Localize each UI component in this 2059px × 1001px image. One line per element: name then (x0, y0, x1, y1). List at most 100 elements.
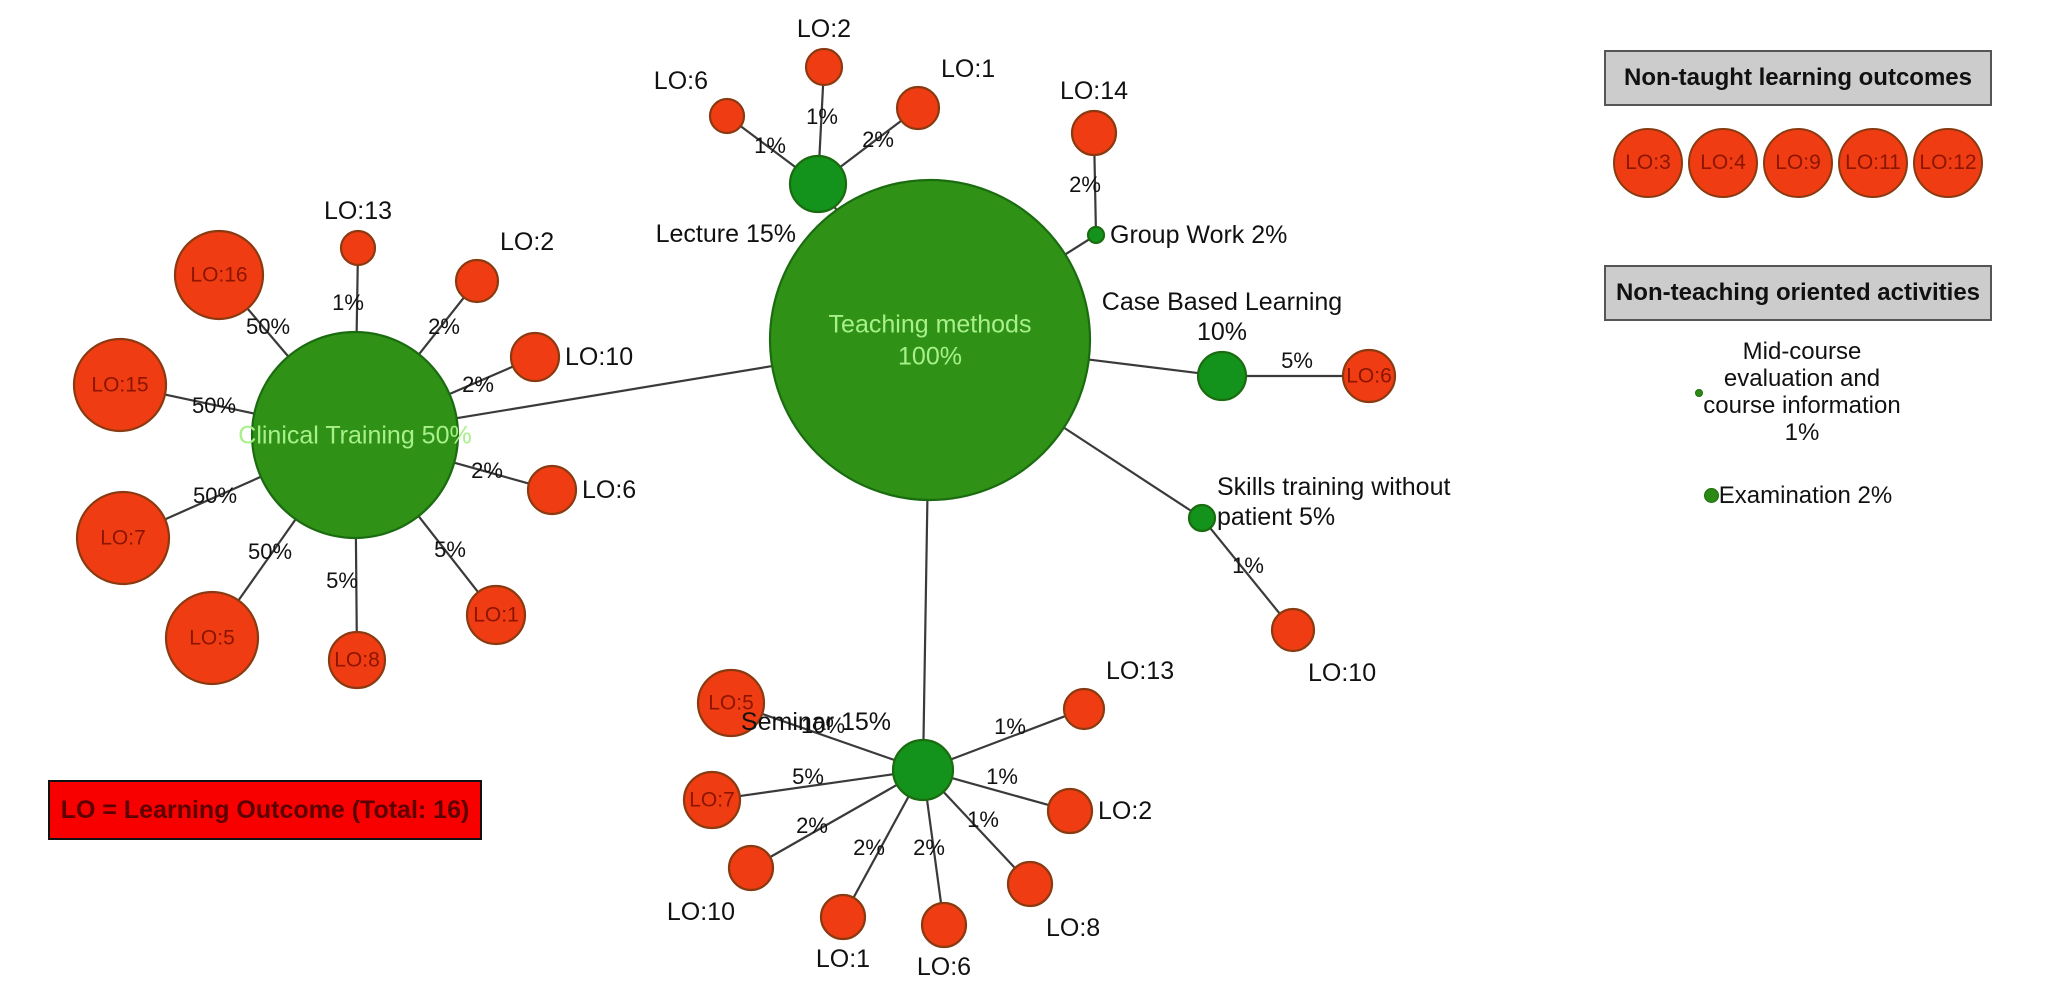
graph-node-ct_lo5[interactable] (164, 590, 260, 686)
graph-node-ct_lo15[interactable] (72, 337, 168, 433)
edge-label-clinical-ct_lo7: 50% (193, 483, 237, 508)
graph-edge (852, 795, 910, 899)
graph-edge (922, 499, 929, 741)
node-label-lecture: Lecture 15% (656, 220, 796, 248)
graph-node-lec_lo1[interactable] (895, 85, 941, 131)
graph-node-ct_lo7[interactable] (75, 490, 171, 586)
edge-label-clinical-ct_lo1: 5% (434, 537, 466, 562)
node-label-sem_lo8: LO:8 (1046, 914, 1100, 942)
edge-label-seminar-sem_lo2: 1% (986, 764, 1018, 789)
graph-edge (456, 364, 773, 420)
graph-edge (818, 84, 825, 157)
graph-node-sem_lo8[interactable] (1006, 860, 1054, 908)
node-label-skills_lo10: LO:10 (1308, 659, 1376, 687)
graph-edge (761, 712, 896, 762)
legend-non-teaching-title: Non-teaching oriented activities (1615, 279, 1981, 306)
graph-edge (951, 777, 1050, 807)
node-label-groupwork: Group Work 2% (1110, 221, 1287, 249)
graph-edge (1209, 527, 1281, 615)
non-teaching-activity-label: Mid-course evaluation and course informa… (1703, 338, 1901, 446)
node-label-cbl-line1: Case Based Learning (1102, 288, 1342, 316)
non-taught-lo-chip-label: LO:11 (1845, 151, 1901, 174)
node-label-teaching-line2: 100% (898, 343, 962, 371)
legend-non-teaching-activities: Non-teaching oriented activities Mid-cou… (1604, 265, 1992, 509)
node-label-skills-line1: Skills training without (1217, 473, 1450, 501)
graph-node-skills_lo10[interactable] (1270, 607, 1316, 653)
graph-node-sem_lo1[interactable] (819, 893, 867, 941)
graph-node-ct_lo16[interactable] (173, 229, 265, 321)
graph-node-seminar[interactable] (891, 738, 955, 802)
graph-node-ct_lo13[interactable] (339, 229, 377, 267)
non-taught-lo-chip-label: LO:4 (1700, 151, 1746, 174)
graph-node-cbl_lo6[interactable] (1341, 348, 1397, 404)
node-label-ct_lo2: LO:2 (500, 228, 554, 256)
edges-layer (164, 84, 1343, 904)
non-taught-lo-chip-label: LO:3 (1625, 151, 1671, 174)
nodes-layer (72, 47, 1397, 949)
graph-node-sem_lo5[interactable] (696, 668, 766, 738)
graph-node-groupwork[interactable] (1086, 225, 1106, 245)
legend-non-teaching-item-list: Mid-course evaluation and course informa… (1604, 338, 1992, 510)
edge-label-clinical-ct_lo8: 5% (326, 568, 358, 593)
node-label-sem_lo5: LO:5 (708, 692, 754, 715)
graph-node-skills[interactable] (1187, 503, 1217, 533)
non-taught-lo-chip[interactable]: LO:12 (1913, 128, 1983, 198)
non-taught-lo-chip-label: LO:12 (1919, 151, 1977, 174)
node-label-sem_lo7: LO:7 (689, 789, 735, 812)
node-label-cbl_lo6: LO:6 (1346, 365, 1392, 388)
graph-node-sem_lo7[interactable] (682, 770, 742, 830)
node-label-sem_lo1: LO:1 (816, 945, 870, 973)
edge-label-seminar-sem_lo8: 1% (967, 807, 999, 832)
node-label-sem_lo10: LO:10 (667, 898, 735, 926)
legend-non-teaching-header: Non-teaching oriented activities (1604, 265, 1992, 321)
graph-node-ct_lo2[interactable] (454, 258, 500, 304)
graph-edge (354, 537, 358, 633)
learning-outcome-key-text: LO = Learning Outcome (Total: 16) (60, 795, 470, 824)
graph-edge (449, 365, 514, 396)
edge-label-lecture-lec_lo1: 2% (862, 127, 894, 152)
edge-label-clinical-ct_lo16: 50% (246, 314, 290, 339)
non-teaching-activity-item: Mid-course evaluation and course informa… (1604, 338, 1992, 447)
non-taught-lo-chip[interactable]: LO:3 (1613, 128, 1683, 198)
node-label-ct_lo13: LO:13 (324, 197, 392, 225)
edge-label-clinical-ct_lo15: 50% (192, 393, 236, 418)
graph-edge (769, 783, 898, 859)
edge-label-seminar-sem_lo13: 1% (994, 714, 1026, 739)
graph-edge (1088, 358, 1199, 375)
node-label-ct_lo1: LO:1 (473, 604, 519, 627)
edge-label-seminar-sem_lo10: 2% (796, 813, 828, 838)
non-taught-lo-chip[interactable]: LO:4 (1688, 128, 1758, 198)
graph-node-gw_lo14[interactable] (1070, 109, 1118, 157)
graph-node-lec_lo6[interactable] (708, 97, 746, 135)
graph-node-ct_lo6[interactable] (526, 464, 578, 516)
activity-node-dot-icon[interactable] (1703, 488, 1719, 504)
graph-node-sem_lo10[interactable] (727, 844, 775, 892)
node-label-sem_lo6: LO:6 (917, 953, 971, 981)
graph-edge (925, 799, 943, 904)
graph-node-ct_lo1[interactable] (465, 584, 527, 646)
graph-node-cbl[interactable] (1196, 350, 1248, 402)
non-taught-lo-chip[interactable]: LO:11 (1838, 128, 1908, 198)
activity-node-dot-icon[interactable] (1695, 388, 1704, 397)
graph-node-lec_lo2[interactable] (804, 47, 844, 87)
node-label-lec_lo2: LO:2 (797, 15, 851, 43)
node-label-skills-line2: patient 5% (1217, 503, 1335, 531)
non-teaching-activity-item: Examination 2% (1604, 482, 1992, 510)
edge-label-clinical-ct_lo13: 1% (332, 290, 364, 315)
graph-node-ct_lo10[interactable] (509, 331, 561, 383)
graph-node-ct_lo8[interactable] (327, 630, 387, 690)
graph-node-lecture[interactable] (788, 154, 848, 214)
graph-node-sem_lo2[interactable] (1046, 787, 1094, 835)
legend-non-taught-chip-row: LO:3 LO:4 LO:9 LO:11 LO:12 (1604, 128, 1992, 198)
graph-node-clinical[interactable] (250, 330, 460, 540)
edge-label-seminar-sem_lo5: 10% (801, 713, 845, 738)
node-label-teaching-line1: Teaching methods (829, 311, 1032, 339)
graph-edge (164, 475, 262, 521)
graph-node-teaching[interactable] (768, 178, 1092, 502)
graph-node-sem_lo13[interactable] (1062, 687, 1106, 731)
graph-node-sem_lo6[interactable] (920, 901, 968, 949)
edge-label-lecture-lec_lo2: 1% (806, 104, 838, 129)
legend-non-taught-header: Non-taught learning outcomes (1604, 50, 1992, 106)
non-taught-lo-chip[interactable]: LO:9 (1763, 128, 1833, 198)
